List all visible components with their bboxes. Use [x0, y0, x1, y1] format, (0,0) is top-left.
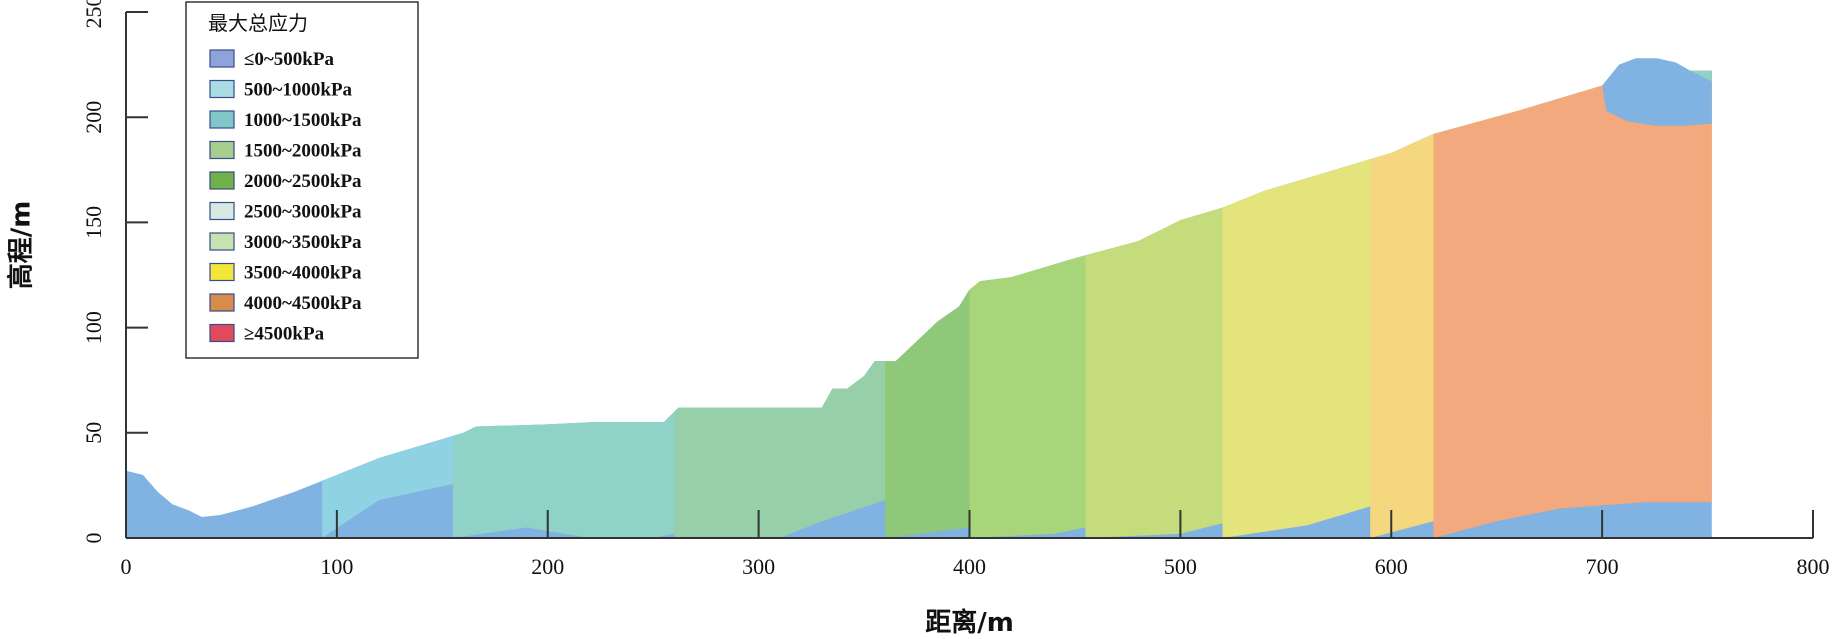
legend-label-1: ≤0~500kPa [244, 49, 334, 70]
x-tick-label: 600 [1375, 554, 1408, 579]
x-axis-label: 距离/m [925, 607, 1014, 638]
y-tick-label: 150 [81, 206, 106, 239]
y-tick-label: 0 [81, 533, 106, 544]
legend-label-2: 500~1000kPa [244, 80, 353, 101]
x-tick-label: 400 [953, 554, 986, 579]
legend-swatch-9 [209, 293, 235, 312]
legend-label-3: 1000~1500kPa [244, 110, 362, 131]
legend-label-5: 2000~2500kPa [244, 171, 362, 192]
legend-swatch-3 [209, 110, 235, 129]
legend-swatch-7 [209, 232, 235, 251]
legend-label-10: ≥4500kPa [244, 324, 325, 345]
legend-label-8: 3500~4000kPa [244, 263, 362, 284]
y-tick-label: 250 [81, 0, 106, 29]
legend-swatch-5 [209, 171, 235, 190]
legend-swatch-8 [209, 262, 235, 282]
legend-label-9: 4000~4500kPa [244, 293, 362, 314]
x-tick-label: 300 [742, 554, 775, 579]
legend-swatch-6 [209, 201, 235, 221]
x-tick-label: 800 [1797, 554, 1830, 579]
legend-swatch-4 [209, 140, 235, 160]
legend-label-4: 1500~2000kPa [244, 141, 362, 162]
x-tick-label: 200 [531, 554, 564, 579]
x-tick-label: 500 [1164, 554, 1197, 579]
legend: 最大总应力 ≤0~500kPa 500~1000kPa 1000~1500kPa 150… [185, 1, 419, 359]
legend-swatch-1 [209, 49, 235, 68]
legend-label-6: 2500~3000kPa [244, 202, 362, 223]
y-axis-label: 高程/m [6, 201, 37, 290]
y-tick-label: 200 [81, 101, 106, 134]
legend-title: 最大总应力 [208, 11, 308, 35]
legend-label-7: 3000~3500kPa [244, 232, 362, 253]
x-tick-label: 100 [320, 554, 353, 579]
stress-zone-10 [1433, 62, 1712, 538]
crest-zone [1602, 58, 1712, 126]
y-tick-label: 50 [81, 422, 106, 444]
legend-swatch-2 [209, 79, 235, 99]
x-tick-label: 700 [1586, 554, 1619, 579]
legend-swatch-10 [209, 323, 235, 343]
x-tick-label: 0 [121, 554, 132, 579]
axes: 0 50 100 150 200 250 0 100 200 300 400 500 600 700 800 [81, 0, 1829, 579]
y-tick-label: 100 [81, 311, 106, 344]
crest-sliver [1690, 70, 1712, 82]
